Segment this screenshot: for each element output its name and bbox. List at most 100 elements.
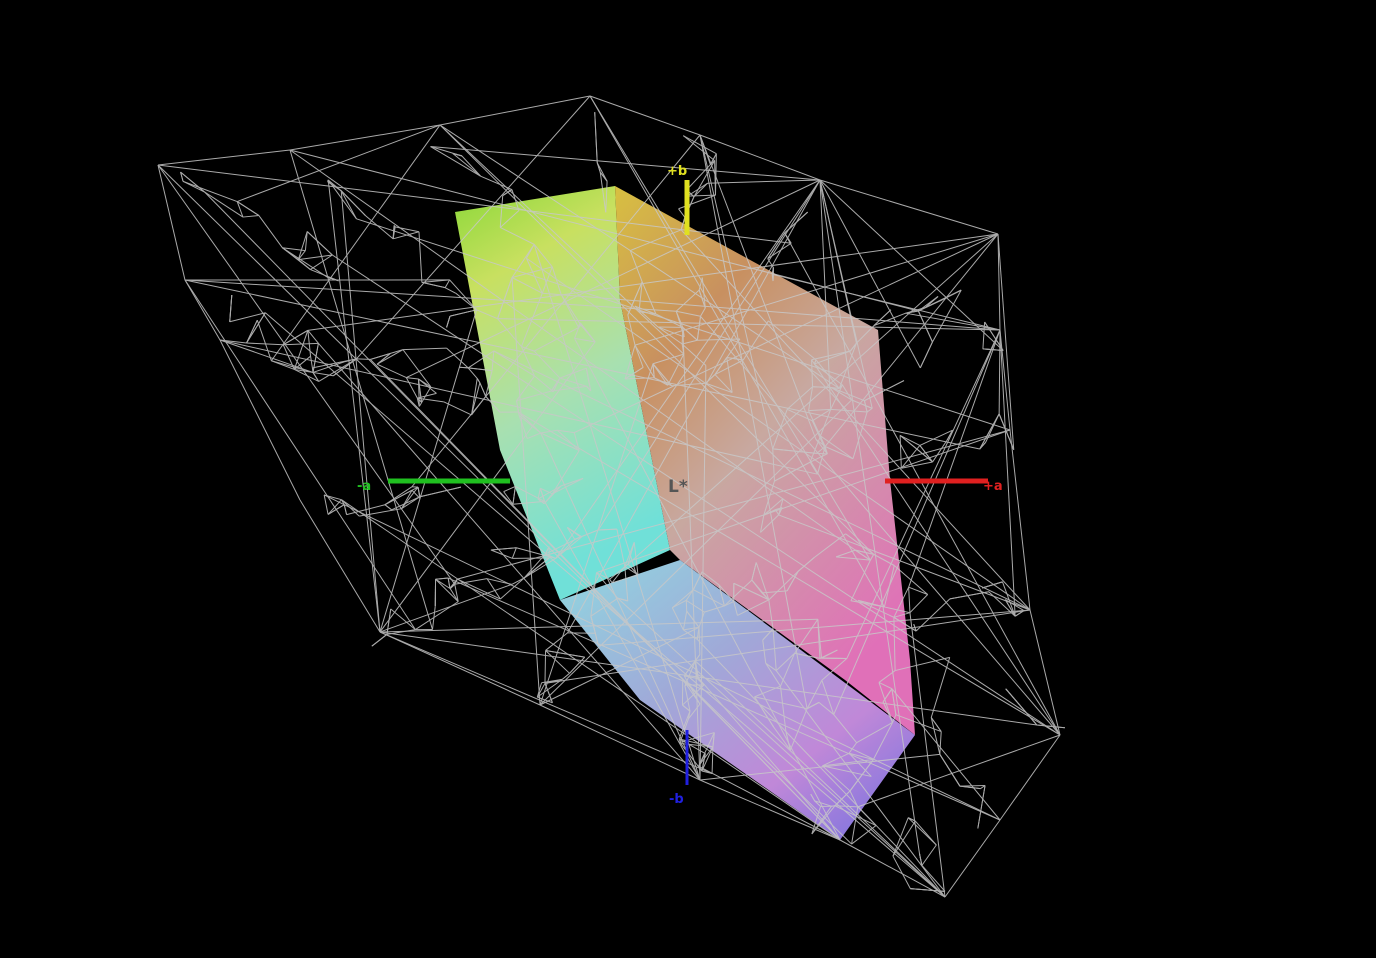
mesh-edge xyxy=(779,686,787,732)
mesh-edge xyxy=(574,233,999,434)
mesh-edge xyxy=(499,210,520,228)
mesh-edge xyxy=(765,662,777,672)
mesh-edge xyxy=(684,660,696,686)
mesh-edge xyxy=(551,385,587,392)
mesh-edge xyxy=(699,134,808,709)
mesh-edge xyxy=(536,682,543,698)
mesh-edge xyxy=(873,312,906,326)
mesh-edge xyxy=(882,701,894,723)
mesh-edge xyxy=(773,726,791,751)
mesh-edge xyxy=(340,190,357,220)
mesh-edge xyxy=(774,461,811,482)
mesh-edge xyxy=(676,310,701,317)
mesh-edge xyxy=(430,146,481,177)
mesh-edge xyxy=(683,654,701,677)
mesh-edge xyxy=(405,377,418,399)
mesh-edge xyxy=(878,682,894,723)
mesh-edge xyxy=(599,172,607,213)
mesh-edge xyxy=(204,191,244,218)
mesh-edge xyxy=(318,342,701,781)
mesh-edge xyxy=(919,445,933,463)
mesh-edge xyxy=(822,765,851,792)
mesh-edge xyxy=(742,320,769,361)
mesh-edge xyxy=(891,688,1001,821)
mesh-edge xyxy=(390,349,404,354)
mesh-edge xyxy=(908,586,928,595)
mesh-edge xyxy=(678,738,681,744)
mesh-edge xyxy=(892,714,897,723)
mesh-edge xyxy=(282,329,309,346)
mesh-edge xyxy=(641,281,657,315)
mesh-edge xyxy=(819,179,1004,351)
mesh-edge xyxy=(830,408,868,413)
mesh-edge xyxy=(852,411,868,459)
mesh-edge xyxy=(695,660,946,898)
mesh-edge xyxy=(884,606,911,614)
mesh-edge xyxy=(814,800,821,807)
mesh-edge xyxy=(980,785,986,790)
mesh-edge xyxy=(851,825,877,845)
mesh-edge xyxy=(539,399,852,706)
mesh-edge xyxy=(849,342,857,352)
mesh-edge xyxy=(820,409,832,437)
mesh-edge xyxy=(811,805,832,835)
mesh-edge xyxy=(751,579,770,601)
mesh-edge xyxy=(763,480,775,516)
mesh-edge xyxy=(768,599,774,629)
mesh-edge xyxy=(821,680,835,715)
mesh-edge xyxy=(402,347,447,351)
mesh-edge xyxy=(999,734,1061,821)
mesh-edge xyxy=(449,279,477,311)
axes: +b -b -a +a L* xyxy=(357,164,1003,807)
mesh-edge xyxy=(289,124,441,151)
mesh-edge xyxy=(560,477,584,487)
mesh-edge xyxy=(822,765,872,777)
mesh-edge xyxy=(534,327,579,352)
mesh-edge xyxy=(544,650,547,684)
mesh-edge xyxy=(775,507,783,511)
mesh-edge xyxy=(814,800,832,807)
mesh-edge xyxy=(527,432,541,440)
mesh-edge xyxy=(921,844,937,866)
mesh-edge xyxy=(863,400,868,413)
mesh-edge xyxy=(392,226,396,239)
mesh-edge xyxy=(763,498,784,516)
mesh-edge xyxy=(693,182,708,198)
mesh-edge xyxy=(236,201,260,216)
mesh-edge xyxy=(624,566,629,601)
mesh-edge xyxy=(486,578,501,600)
mesh-edge xyxy=(913,623,917,632)
mesh-edge xyxy=(834,805,858,808)
mesh-edge xyxy=(755,562,770,601)
mesh-edge xyxy=(909,612,946,898)
mesh-edge xyxy=(698,732,715,767)
mesh-edge xyxy=(624,345,636,380)
mesh-edge xyxy=(596,572,619,599)
mesh-edge xyxy=(306,231,333,256)
mesh-edge xyxy=(555,538,576,559)
mesh-edge xyxy=(516,400,520,416)
mesh-edge xyxy=(982,322,986,349)
mesh-edge xyxy=(555,536,583,559)
mesh-edge xyxy=(808,410,826,447)
mesh-edge xyxy=(533,244,553,268)
mesh-edge xyxy=(892,855,911,889)
mesh-edge xyxy=(617,597,628,602)
mesh-edge xyxy=(675,289,700,312)
mesh-edge xyxy=(180,172,184,182)
mesh-edge xyxy=(932,439,948,463)
mesh-edge xyxy=(751,562,757,581)
mesh-edge xyxy=(634,344,655,379)
mesh-edge xyxy=(678,710,691,740)
mesh-edge xyxy=(180,171,206,193)
mesh-edge xyxy=(559,377,587,387)
mesh-edge xyxy=(536,683,546,698)
mesh-edge xyxy=(819,179,873,409)
mesh-edge xyxy=(815,439,828,455)
mesh-edge xyxy=(393,231,420,240)
mesh-edge xyxy=(627,281,643,316)
mesh-edge xyxy=(834,790,851,807)
mesh-edge xyxy=(765,662,781,687)
mesh-edge xyxy=(471,382,481,416)
